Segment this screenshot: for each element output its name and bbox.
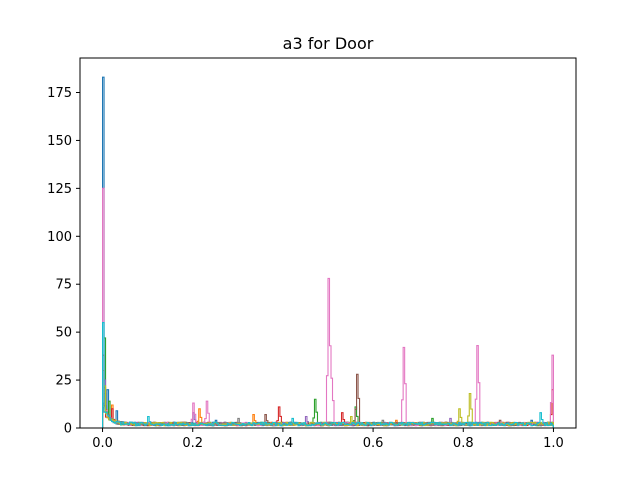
y-axis: 0 25 50 75 100 125 150 175 [47, 86, 80, 437]
x-axis: 0.0 0.2 0.4 0.6 0.8 1.0 [92, 428, 564, 451]
series-layer [102, 76, 554, 428]
y-tick-label: 175 [47, 86, 72, 101]
chart-title: a3 for Door [283, 34, 374, 53]
x-tick-label: 0.6 [363, 436, 384, 451]
series-line [102, 322, 554, 428]
y-tick-label: 100 [47, 230, 72, 245]
x-tick-label: 0.4 [273, 436, 294, 451]
plot-frame [79, 57, 577, 429]
y-tick-label: 150 [47, 134, 72, 149]
x-tick-label: 0.8 [453, 436, 474, 451]
x-tick-label: 1.0 [543, 436, 564, 451]
y-tick-label: 125 [47, 182, 72, 197]
y-tick-label: 75 [55, 278, 72, 293]
y-tick-label: 50 [55, 326, 72, 341]
x-tick-label: 0.0 [92, 436, 113, 451]
y-tick-label: 25 [55, 374, 72, 389]
x-tick-label: 0.2 [182, 436, 203, 451]
y-tick-label: 0 [64, 422, 72, 437]
